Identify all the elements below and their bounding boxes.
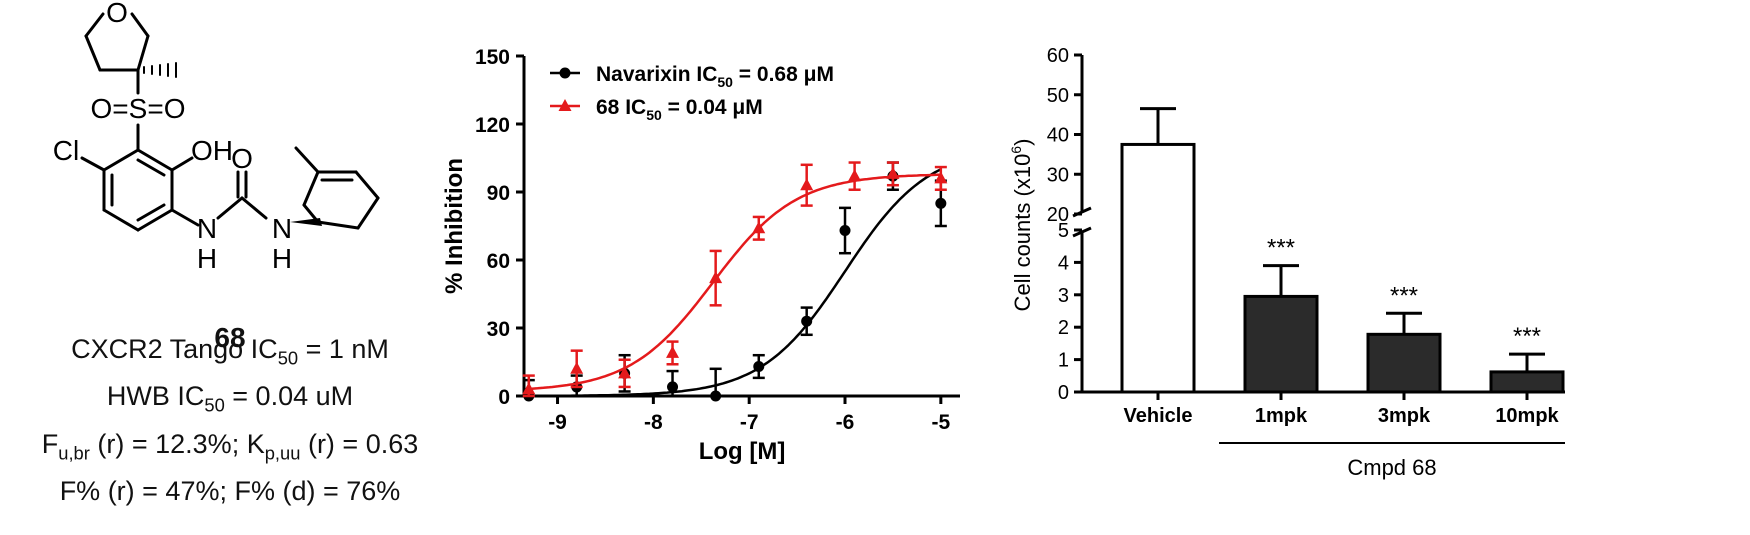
- data-point: [839, 225, 851, 237]
- data-point: [753, 361, 765, 373]
- y-axis-title: % Inhibition: [441, 158, 468, 294]
- y-tick-label: 150: [475, 46, 510, 69]
- y-tick-label: 4: [1058, 252, 1069, 274]
- y-tick-label: 40: [1047, 125, 1069, 147]
- atom-cl: Cl: [53, 135, 79, 166]
- dose-response-chart: 0 30 60 90 120 150 -9 -8 -7 -6 -5 Log [M] % Inhibiti…: [441, 46, 960, 465]
- data-point: [800, 178, 814, 191]
- significance-mark: ***: [1267, 235, 1295, 262]
- compound-structure: O O=S=O Cl OH O N H N H: [53, 0, 380, 274]
- significance-mark: ***: [1513, 323, 1541, 350]
- prop-fu-kpuu: Fu,br (r) = 12.3%; Kp,uu (r) = 0.63: [41, 428, 419, 464]
- bar-1mpk: ***: [1243, 235, 1319, 394]
- atom-n-right: N: [272, 213, 292, 244]
- legend-label-sub: 50: [646, 107, 662, 123]
- bar: [1366, 332, 1442, 394]
- y-axis-title-text: Cell counts (x10: [1010, 154, 1035, 312]
- y-tick-label: 30: [1047, 164, 1069, 186]
- data-point: [618, 366, 632, 379]
- legend-label-value: = 0.04 μM: [662, 96, 763, 119]
- atom-o-urea: O: [231, 143, 253, 174]
- bar-Vehicle: [1120, 107, 1196, 394]
- atom-h-right: H: [272, 243, 292, 274]
- prop-bioavailability: F% (r) = 47%; F% (d) = 76%: [59, 476, 401, 507]
- atom-n-left: N: [197, 213, 217, 244]
- atom-o-ring: O: [106, 0, 128, 28]
- dose-response-axes: 0 30 60 90 120 150 -9 -8 -7 -6 -5 Log [M] % Inhibiti…: [441, 46, 960, 465]
- data-point: [709, 271, 723, 284]
- prop-hwb-ic50: HWB IC50 = 0.04 uM: [106, 381, 354, 416]
- series-Navarixin: [522, 161, 947, 402]
- legend-label: 68 IC50 = 0.04 μM: [596, 96, 763, 123]
- legend-marker: [559, 67, 571, 79]
- bar: [1489, 370, 1565, 394]
- x-tick-label: -9: [548, 411, 567, 434]
- y-tick-label: 5: [1058, 220, 1069, 242]
- x-tick-label: -5: [931, 411, 950, 434]
- x-tick-label: -8: [644, 411, 663, 434]
- compound-label: 68: [214, 322, 246, 353]
- x-tick-label: 10mpk: [1495, 405, 1559, 427]
- x-tick-label: 1mpk: [1255, 405, 1308, 427]
- y-axis-title: Cell counts (x106): [1008, 139, 1035, 312]
- series-68: [522, 161, 948, 398]
- group-label: Cmpd 68: [1347, 455, 1436, 480]
- data-point: [522, 382, 536, 395]
- fit-curve: [528, 173, 941, 391]
- y-tick-label: 3: [1058, 285, 1069, 307]
- x-tick-label: Vehicle: [1124, 405, 1193, 427]
- y-tick-label: 60: [1047, 45, 1069, 67]
- prop-tango-ic50: CXCR2 Tango IC50 = 1 nM: [71, 334, 389, 369]
- data-point: [666, 345, 680, 358]
- x-tick-label: -7: [740, 411, 759, 434]
- data-point: [570, 361, 584, 374]
- atom-sulfonyl: O=S=O: [91, 93, 186, 124]
- y-tick-label: 2: [1058, 317, 1069, 339]
- y-tick-label: 120: [475, 114, 510, 137]
- data-point: [710, 390, 722, 402]
- data-point: [886, 166, 900, 179]
- bar-3mpk: ***: [1366, 282, 1442, 394]
- y-tick-label: 50: [1047, 85, 1069, 107]
- bar-series: *** *** ***: [1120, 107, 1565, 394]
- bar-axes: 0 1 2 3 4 520 30 40 50 60 Cell counts (x106) Vehicl…: [1008, 45, 1565, 480]
- y-tick-label: 0: [498, 386, 510, 409]
- data-point: [667, 381, 679, 393]
- data-point: [801, 315, 813, 327]
- fit-curve: [528, 168, 942, 398]
- y-tick-label: 30: [487, 318, 510, 341]
- x-tick-label: 3mpk: [1378, 405, 1431, 427]
- legend-label-text: 68 IC: [596, 96, 646, 119]
- bar: [1243, 294, 1319, 394]
- legend-label-sub: 50: [717, 74, 733, 90]
- bar-10mpk: ***: [1489, 323, 1565, 394]
- data-point: [848, 169, 862, 182]
- legend-label-text: Navarixin IC: [596, 63, 717, 86]
- compound-panel: O O=S=O Cl OH O N H N H 68 CXCR2 Tango I…: [0, 0, 470, 535]
- compound-properties: CXCR2 Tango IC50 = 1 nM HWB IC50 = 0.04 …: [0, 330, 460, 510]
- data-point: [752, 221, 766, 234]
- data-point: [935, 197, 947, 209]
- y-tick-label: 1: [1058, 350, 1069, 372]
- y-tick-label: 20: [1047, 204, 1069, 226]
- x-tick-label: -6: [836, 411, 855, 434]
- y-axis-title-close: ): [1010, 139, 1035, 146]
- atom-oh: OH: [191, 135, 233, 166]
- dose-response-series: [522, 161, 948, 402]
- y-tick-label: 0: [1058, 382, 1069, 404]
- bar: [1120, 142, 1196, 394]
- y-tick-label: 90: [487, 182, 510, 205]
- atom-h-left: H: [197, 243, 217, 274]
- legend-marker: [558, 99, 572, 111]
- data-point: [934, 171, 948, 184]
- y-axis-title-sup: 6: [1008, 146, 1024, 154]
- axis-break-mark: [1072, 226, 1092, 238]
- significance-mark: ***: [1390, 282, 1418, 309]
- legend-label: Navarixin IC50 = 0.68 μM: [596, 63, 834, 90]
- legend-label-value: = 0.68 μM: [733, 63, 834, 86]
- cell-count-bar-chart: 0 1 2 3 4 520 30 40 50 60 Cell counts (x106) Vehicl…: [1008, 45, 1565, 480]
- x-axis-title: Log [M]: [699, 438, 786, 465]
- y-tick-label: 60: [487, 250, 510, 273]
